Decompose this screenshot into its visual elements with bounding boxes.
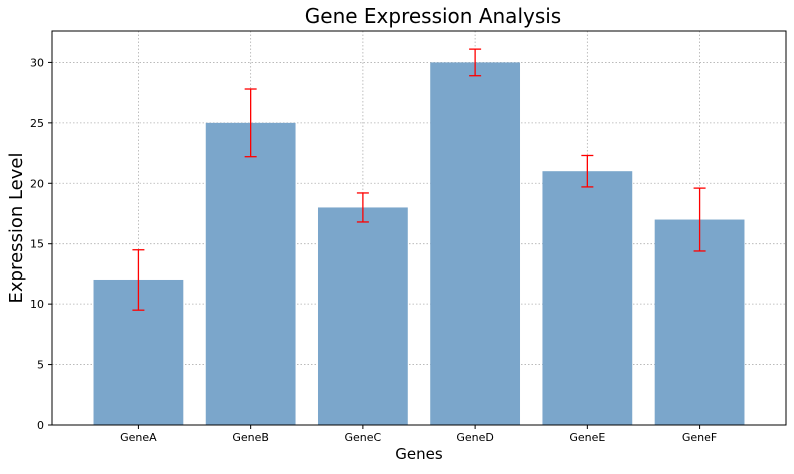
error-bar-genea: [132, 249, 145, 311]
y-tick-label: 10: [30, 298, 44, 311]
error-bar-geneb: [244, 88, 257, 158]
y-axis-ticks: 0 5 10 15 20 25 30: [30, 56, 52, 432]
error-bar-gened: [469, 48, 482, 77]
chart-title: Gene Expression Analysis: [305, 4, 561, 28]
x-tick-label: GeneC: [345, 431, 382, 444]
error-bar-genef: [693, 187, 706, 252]
bar-genee: [542, 171, 633, 425]
error-bars: [132, 48, 706, 311]
x-tick-label: GeneA: [120, 431, 157, 444]
y-tick-label: 30: [30, 56, 44, 69]
y-tick-label: 5: [37, 359, 44, 372]
x-axis-ticks: GeneA GeneB GeneC GeneD GeneE GeneF: [120, 425, 717, 444]
x-axis-label: Genes: [395, 445, 443, 463]
y-tick-label: 25: [30, 117, 44, 130]
x-tick-label: GeneE: [569, 431, 605, 444]
error-bar-genec: [356, 192, 369, 223]
bar-genec: [317, 207, 408, 425]
bars: [93, 62, 745, 426]
plot-frame: [51, 30, 787, 426]
error-bar-genee: [581, 154, 594, 188]
y-tick-label: 0: [37, 419, 44, 432]
y-axis-label: Expression Level: [6, 153, 27, 304]
bar-gened: [430, 62, 521, 426]
y-tick-label: 15: [30, 238, 44, 251]
bar-geneb: [205, 122, 296, 426]
bar-genef: [654, 219, 745, 425]
x-tick-label: GeneB: [232, 431, 269, 444]
x-tick-label: GeneD: [456, 431, 494, 444]
y-tick-label: 20: [30, 177, 44, 190]
x-tick-label: GeneF: [682, 431, 717, 444]
